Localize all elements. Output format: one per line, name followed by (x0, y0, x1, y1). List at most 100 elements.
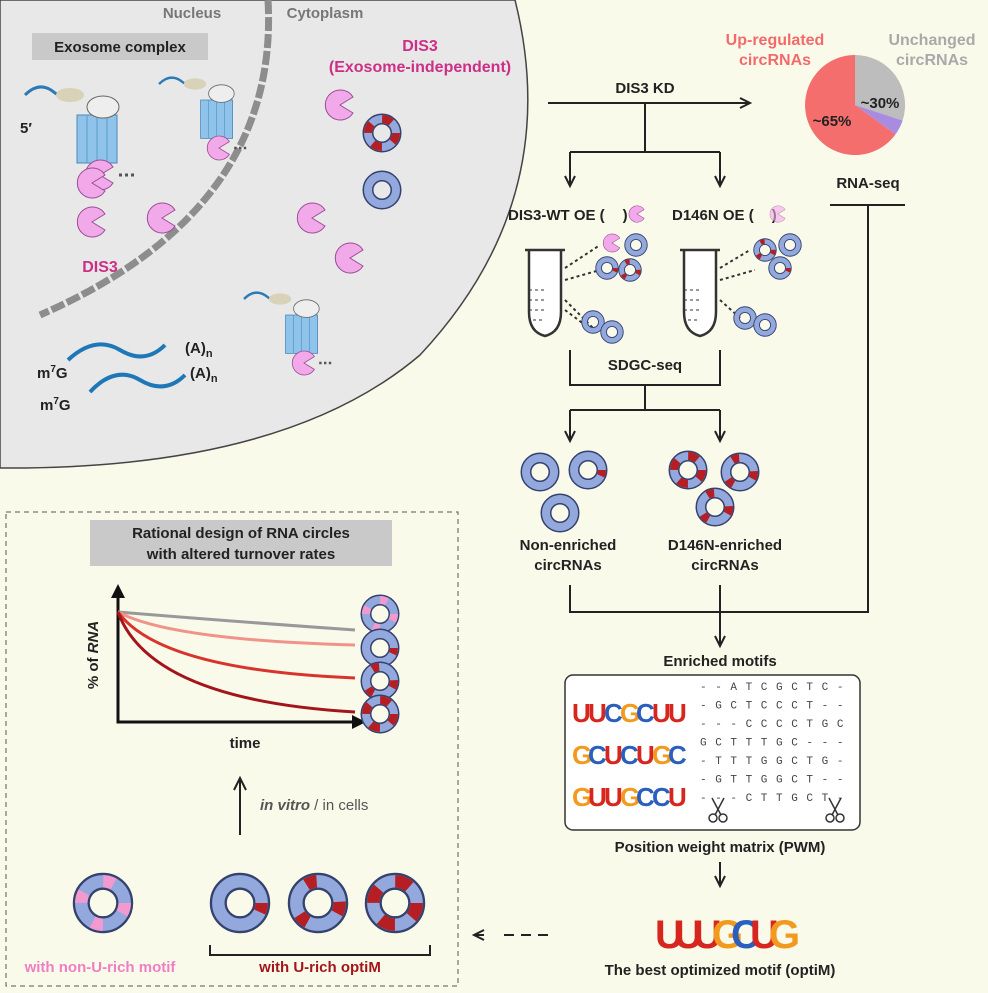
label: m7G (37, 364, 68, 382)
motif-letter: U (693, 913, 722, 957)
icon (628, 205, 645, 223)
circrna (737, 310, 754, 327)
label: DIS3 (402, 38, 438, 55)
circrna (585, 314, 602, 331)
text-part: DIS3-WT OE ( (508, 207, 605, 224)
pwm-row: - - - C C C C T G C (700, 719, 844, 731)
motif-letter: G (572, 782, 592, 812)
dashes (564, 244, 756, 331)
circrna (366, 667, 394, 695)
shape (739, 97, 753, 109)
motif-letter: U (674, 913, 703, 957)
label: Enriched motifs (663, 653, 776, 670)
text-part: in vitro (260, 797, 310, 814)
shape (569, 204, 905, 649)
text-part: n (211, 373, 218, 385)
text-part: RNA (85, 621, 102, 654)
text-part: 7 (53, 396, 59, 407)
axis-label: % of RNA (85, 621, 102, 689)
shape (471, 929, 485, 941)
pwm-row: - - - C T T G C T - (700, 793, 844, 805)
motif-letter: G (572, 740, 592, 770)
motif-letter: G (769, 913, 800, 957)
circrna (373, 881, 416, 924)
circrna (296, 881, 339, 924)
motif-letter: U (655, 913, 684, 957)
pwm-row: - G T T G G C T - - (700, 775, 844, 787)
motif-letter: U (604, 740, 623, 770)
icon (769, 205, 786, 223)
motif-letter: C (731, 913, 760, 957)
label: ~65% (813, 113, 852, 130)
label: Nucleus (163, 5, 221, 22)
axis-label: time (230, 735, 261, 752)
motif-letter: C (636, 782, 655, 812)
shape (569, 350, 721, 440)
motif-letter: C (620, 740, 639, 770)
label: with U-rich optiM (258, 959, 381, 976)
shape (564, 175, 726, 189)
text-part: / in cells (310, 797, 368, 814)
label: D146N-enriched (668, 537, 782, 554)
mrna (88, 372, 187, 394)
motif-letter: U (652, 698, 671, 728)
pie-other (855, 105, 903, 135)
text-part: G (56, 365, 68, 382)
label: Rational design of RNA circles (132, 525, 350, 542)
title-box (90, 520, 392, 566)
label: circRNAs (691, 557, 759, 574)
pwm-row: - T T T G G C T G - (700, 756, 844, 768)
motif-letter: C (588, 740, 607, 770)
label: ~30% (861, 95, 900, 112)
motif-letter: U (572, 698, 591, 728)
text-part: G (59, 397, 71, 414)
circrna (599, 260, 616, 277)
axes (116, 590, 360, 724)
motif-letter: U (668, 698, 687, 728)
pwm-row: - G C T C C C T - - (700, 701, 844, 713)
text-part: m (40, 397, 53, 414)
circrna (366, 600, 394, 628)
circrna (574, 456, 602, 484)
pie-unchanged (855, 54, 906, 121)
motif-letter: C (636, 698, 655, 728)
motif-letter: G (620, 782, 640, 812)
text-part: 7 (50, 364, 56, 375)
label: with altered turnover rates (146, 546, 335, 563)
text-part: n (206, 348, 213, 360)
label: (A)n (185, 340, 213, 360)
label-box (32, 33, 208, 60)
circrna (628, 237, 645, 254)
motif-letter: U (588, 782, 607, 812)
pie-upregulated (805, 55, 896, 155)
motif-letter: C (604, 698, 623, 728)
label: Non-enriched (520, 537, 617, 554)
circrna (674, 456, 702, 484)
panel (5, 511, 459, 987)
circrna (772, 260, 789, 277)
shape (714, 862, 726, 889)
motif-letter: U (636, 740, 655, 770)
label: (Exosome-independent) (329, 59, 511, 76)
motif-letter: U (604, 782, 623, 812)
dis3-protein (602, 233, 621, 253)
label: in vitro / in cells (260, 797, 368, 814)
text-part: m (37, 365, 50, 382)
label: DIS3 KD (615, 80, 674, 97)
motif-letter: G (652, 740, 672, 770)
circrna (701, 493, 729, 521)
circrna (366, 700, 394, 728)
motif-letter: C (668, 740, 687, 770)
label: RNA-seq (836, 175, 899, 192)
pwm-box (564, 674, 861, 831)
label: Exosome complex (54, 39, 186, 56)
nuclear-membrane (38, 0, 273, 319)
motif-letter: G (620, 698, 640, 728)
mrna (66, 342, 167, 362)
label: Cytoplasm (287, 5, 364, 22)
motif-letter: C (652, 782, 671, 812)
text-part: % of (85, 653, 102, 689)
label: circRNAs (534, 557, 602, 574)
